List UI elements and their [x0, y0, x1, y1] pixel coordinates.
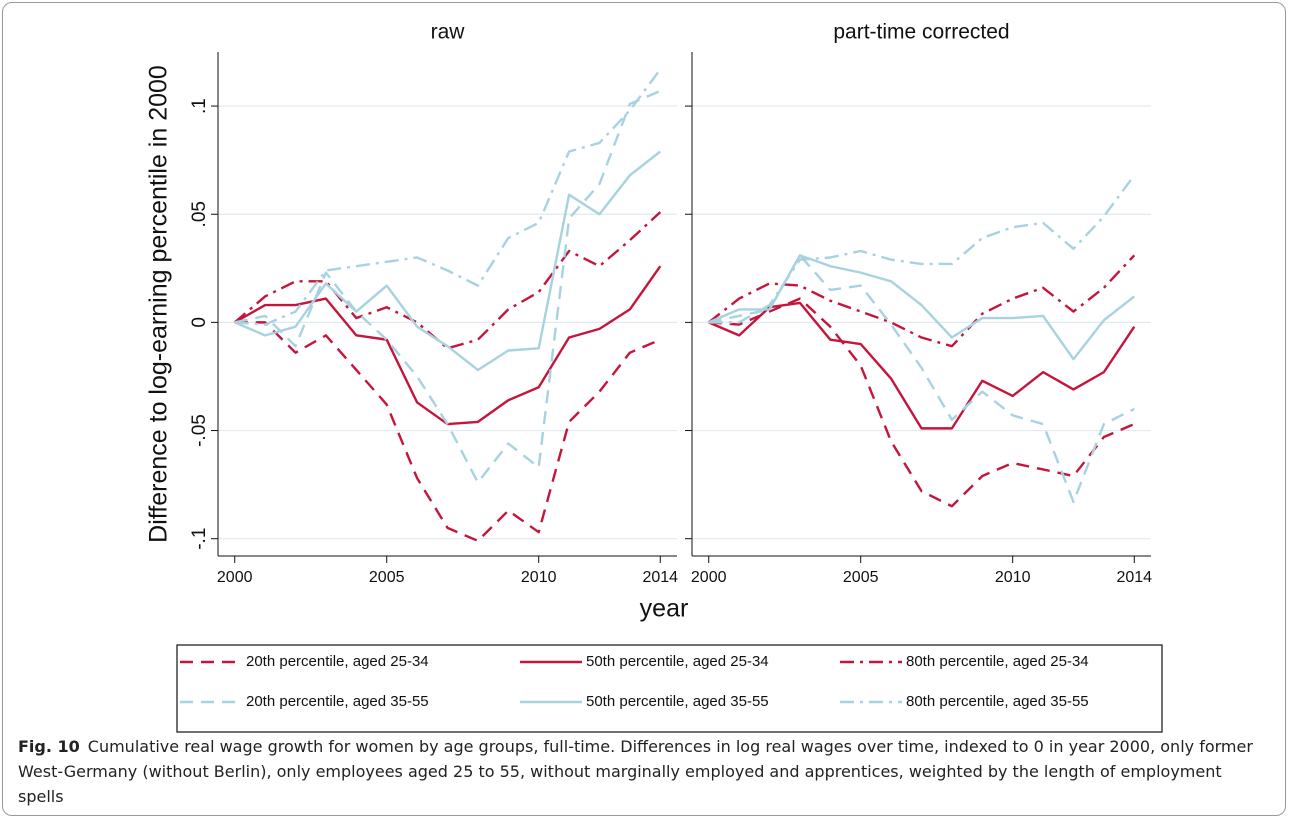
- panel-title: raw: [431, 21, 466, 44]
- y-tick-label: .1: [189, 98, 210, 114]
- legend-label: 20th percentile, aged 25-34: [246, 653, 429, 670]
- x-tick-label: 2010: [521, 569, 557, 586]
- x-tick-label: 2000: [691, 569, 727, 586]
- legend-label: 50th percentile, aged 35-55: [586, 693, 769, 710]
- series-line: [708, 254, 1136, 361]
- legend-label: 80th percentile, aged 25-34: [906, 653, 1089, 670]
- y-tick-label: -.1: [189, 528, 210, 550]
- series-line: [707, 254, 1136, 348]
- caption-text: Cumulative real wage growth for women by…: [18, 737, 1253, 806]
- x-tick-label: 2005: [369, 569, 405, 586]
- series-line: [234, 150, 662, 372]
- x-tick-label: 2014: [1116, 569, 1152, 586]
- x-tick-label: 2010: [995, 569, 1031, 586]
- panel-title: part-time corrected: [833, 21, 1009, 44]
- series-line: [234, 68, 662, 326]
- chart: raw -.1 -.05 0 .05 .1 2000 2005 2010 2014 part-tim…: [145, 21, 1163, 733]
- legend-label: 50th percentile, aged 25-34: [586, 653, 769, 670]
- x-tick-label: 2000: [217, 569, 253, 586]
- series-line: [234, 321, 661, 543]
- x-tick-label: 2005: [843, 569, 879, 586]
- series-line: [708, 297, 1135, 508]
- series-line: [708, 301, 1136, 430]
- series-line: [708, 254, 1135, 504]
- series-line: [708, 174, 1136, 324]
- y-axis-label: Difference to log-earning percentile in …: [145, 65, 173, 543]
- x-axis-label: year: [640, 595, 689, 623]
- x-tick-label: 2014: [642, 569, 678, 586]
- y-tick-label: 0: [189, 317, 210, 328]
- series-line: [234, 89, 661, 484]
- legend-box: [176, 644, 1163, 733]
- legend-label: 80th percentile, aged 35-55: [906, 693, 1089, 710]
- caption: Fig. 10 Cumulative real wage growth for w…: [18, 734, 1268, 809]
- y-tick-label: .05: [189, 201, 210, 227]
- caption-label: Fig. 10: [18, 737, 80, 756]
- y-tick-label: -.05: [189, 414, 210, 447]
- series-line: [233, 211, 662, 350]
- legend-label: 20th percentile, aged 35-55: [246, 693, 429, 710]
